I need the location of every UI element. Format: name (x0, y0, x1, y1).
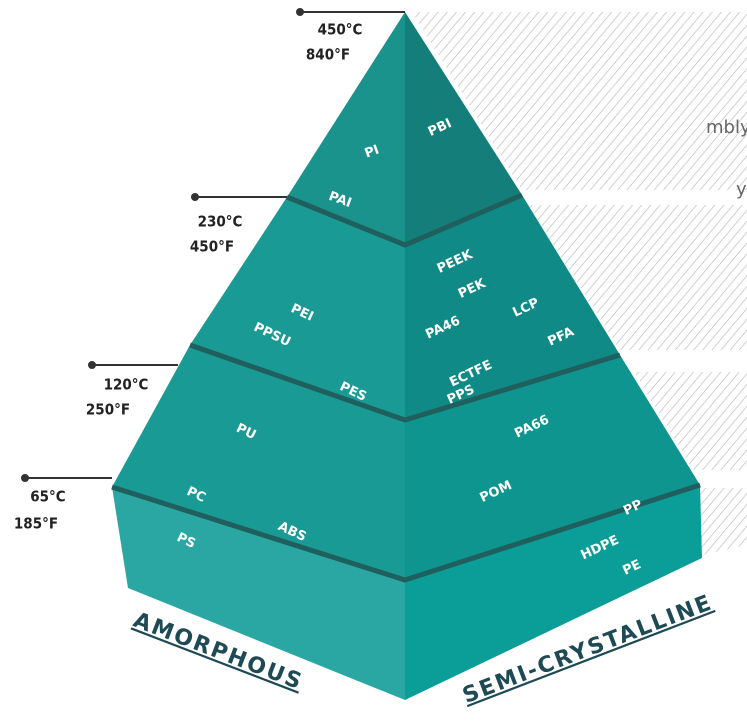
polymer: PI (363, 142, 382, 161)
temp-celsius: 65°C (30, 488, 66, 506)
polymer: PP (621, 497, 645, 519)
polymer: PS (174, 530, 197, 552)
temp-fahrenheit: 185°F (14, 515, 58, 533)
temperature-lines (21, 8, 405, 482)
temp-celsius: 230°C (198, 213, 243, 231)
polymer: PAI (327, 189, 354, 211)
pyramid (111, 12, 702, 700)
intro-text: y (736, 179, 747, 200)
intro-text: mbly (706, 117, 747, 138)
polymer: PE (620, 557, 643, 578)
temp-fahrenheit: 250°F (86, 401, 130, 419)
temp-fahrenheit: 450°F (190, 238, 234, 256)
hatching (412, 12, 747, 555)
temp-celsius: 120°C (104, 376, 149, 394)
polymer: PC (184, 484, 208, 506)
temp-celsius: 450°C (318, 21, 363, 39)
temp-fahrenheit: 840°F (306, 46, 350, 64)
